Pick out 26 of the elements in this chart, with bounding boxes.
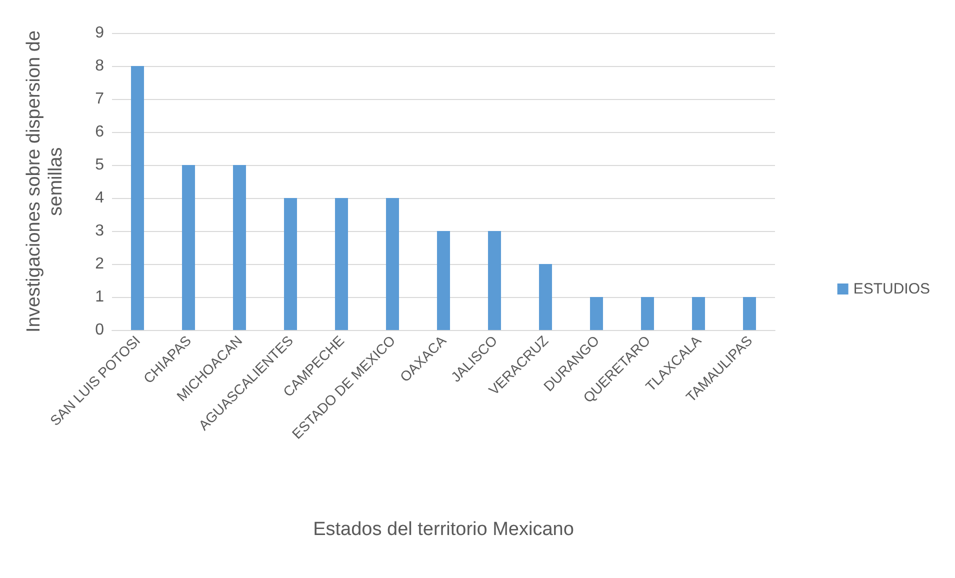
x-axis-title: Estados del territorio Mexicano <box>313 519 574 540</box>
bar <box>233 165 246 330</box>
y-axis-title: Investigaciones sobre dispersion de semillas <box>24 30 66 333</box>
bar <box>590 297 603 330</box>
bar <box>539 264 552 330</box>
bar <box>488 231 501 330</box>
bar <box>284 198 297 330</box>
bar <box>182 165 195 330</box>
legend-label: ESTUDIOS <box>853 280 930 298</box>
bar <box>437 231 450 330</box>
y-tick-label: 9 <box>95 24 104 42</box>
y-tick-label: 2 <box>95 256 104 272</box>
bar <box>641 297 654 330</box>
bar <box>335 198 348 330</box>
bar <box>131 66 144 330</box>
y-tick-label: 4 <box>95 190 104 206</box>
y-tick-label: 6 <box>95 124 104 140</box>
y-tick-label: 5 <box>95 156 104 174</box>
bar <box>692 297 705 330</box>
bar <box>743 297 756 330</box>
y-tick-label: 7 <box>95 90 104 108</box>
y-tick-label: 8 <box>95 58 104 74</box>
y-tick-label: 3 <box>95 222 104 240</box>
bar <box>386 198 399 330</box>
y-tick-label: 1 <box>95 288 104 306</box>
y-tick-label: 0 <box>95 322 104 338</box>
